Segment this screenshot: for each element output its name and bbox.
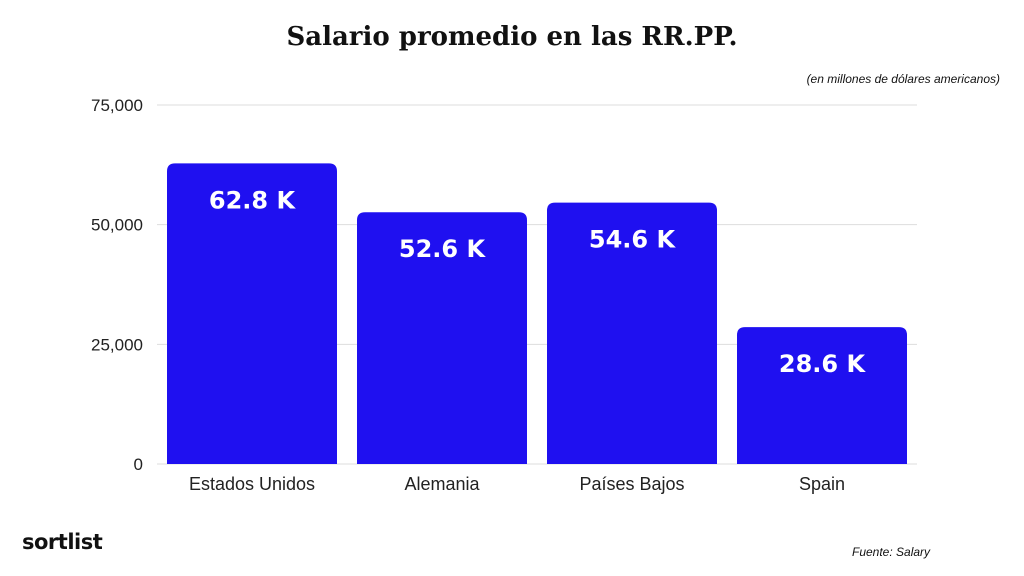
chart-title: Salario promedio en las RR.PP. (286, 22, 738, 52)
bar-países-bajos (547, 202, 717, 464)
bars (167, 163, 907, 464)
y-tick-label: 75,000 (91, 96, 143, 115)
category-label: Estados Unidos (189, 474, 315, 494)
y-axis-ticks: 0 25,000 50,000 75,000 (91, 96, 143, 474)
bar-alemania (357, 212, 527, 464)
y-tick-label: 0 (134, 455, 143, 474)
data-labels: 62.8 K 52.6 K 54.6 K 28.6 K (209, 186, 867, 378)
bar-spain (737, 327, 907, 464)
data-label: 52.6 K (399, 235, 487, 263)
x-axis-categories: Estados Unidos Alemania Países Bajos Spain (189, 474, 845, 494)
y-tick-label: 25,000 (91, 335, 143, 354)
data-label: 62.8 K (209, 186, 297, 214)
sortlist-logo: sortlist (22, 530, 103, 554)
category-label: Spain (799, 474, 845, 494)
data-label: 54.6 K (589, 226, 677, 254)
bar-estados-unidos (167, 163, 337, 464)
source-note: Fuente: Salary (852, 545, 931, 559)
category-label: Alemania (404, 474, 480, 494)
data-label: 28.6 K (779, 350, 867, 378)
y-tick-label: 50,000 (91, 216, 143, 235)
category-label: Países Bajos (579, 474, 684, 494)
chart-subtitle: (en millones de dólares americanos) (806, 72, 1000, 86)
